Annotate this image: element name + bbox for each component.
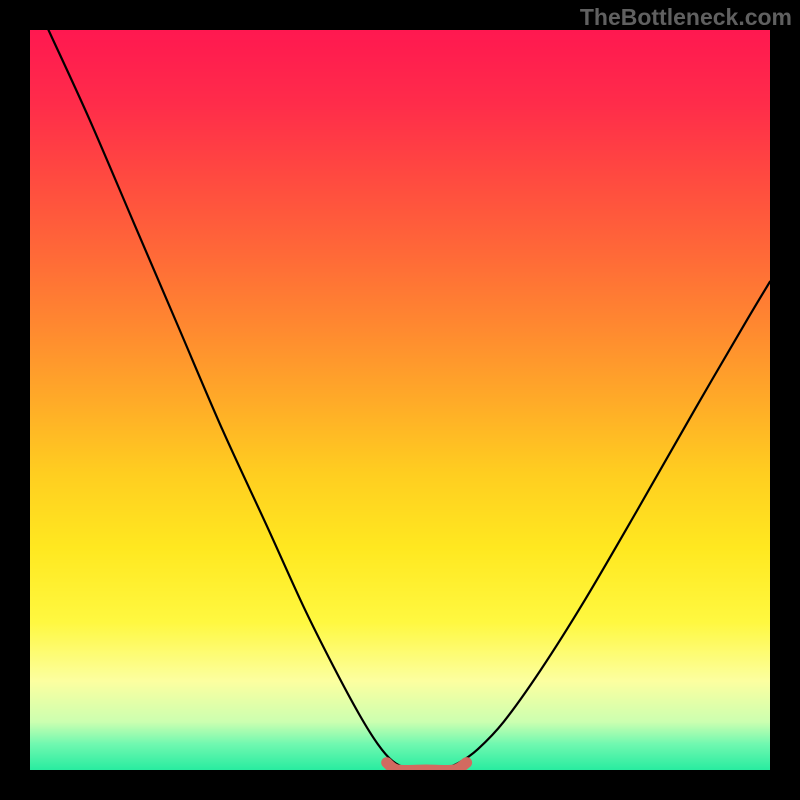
bottleneck-curve-chart bbox=[0, 0, 800, 800]
